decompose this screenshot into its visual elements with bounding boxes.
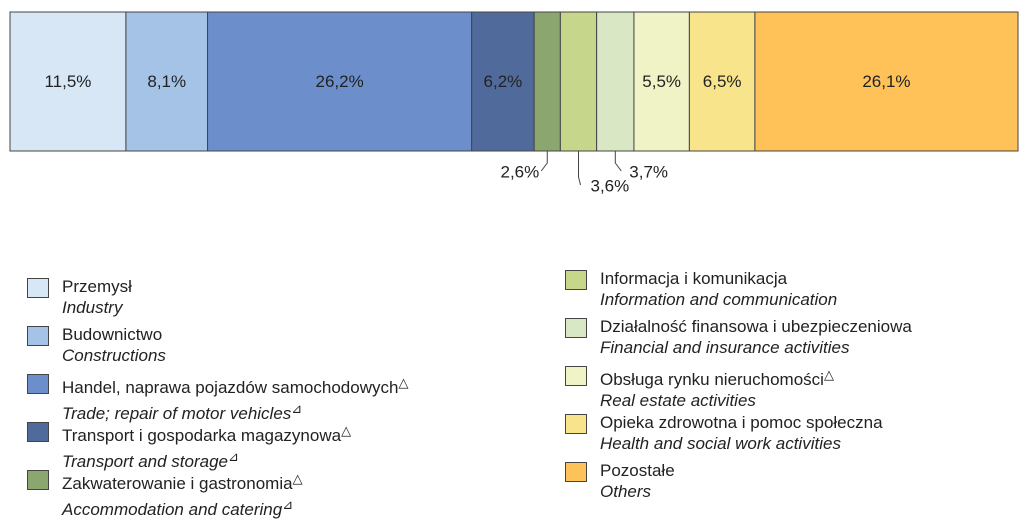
- value-label: 8,1%: [147, 72, 186, 91]
- legend-swatch: [27, 374, 49, 394]
- legend-name-pl: Transport i gospodarka magazynowa: [62, 426, 342, 445]
- legend-text: Opieka zdrowotna i pomoc społeczna Health…: [600, 412, 883, 454]
- legend-name-en: Trade; repair of motor vehicles⊿: [62, 398, 408, 424]
- legend-name: Transport i gospodarka magazynowa△: [62, 420, 351, 446]
- bar-segment: [754, 11, 1019, 152]
- value-label: 2,6%: [501, 162, 540, 181]
- value-label: 5,5%: [642, 72, 681, 91]
- legend-name: Opieka zdrowotna i pomoc społeczna: [600, 412, 883, 433]
- legend-swatch: [565, 366, 587, 386]
- legend-name-pl: Pozostałe: [600, 461, 675, 480]
- legend-name-en: Information and communication: [600, 289, 837, 310]
- value-label: 26,1%: [862, 72, 910, 91]
- legend-name-en: Others: [600, 481, 675, 502]
- legend-name-en-text: Real estate activities: [600, 391, 756, 410]
- legend-name: Pozostałe: [600, 460, 675, 481]
- bar-segment: [596, 11, 635, 152]
- legend-mark: △: [398, 375, 409, 390]
- legend-mark-en: ⊿: [291, 401, 303, 416]
- legend-text: Działalność finansowa i ubezpieczeniowa F…: [600, 316, 912, 358]
- legend-name-en: Financial and insurance activities: [600, 337, 912, 358]
- legend-name-en-text: Accommodation and catering: [62, 500, 283, 519]
- value-label: 6,5%: [703, 72, 742, 91]
- legend-name-pl: Przemysł: [62, 277, 132, 296]
- bar-segment: [471, 11, 535, 152]
- legend-text: Handel, naprawa pojazdów samochodowych△ T…: [62, 372, 408, 424]
- legend-name: Przemysł: [62, 276, 132, 297]
- bar-segment: [207, 11, 473, 152]
- legend-text: Przemysł Industry: [62, 276, 132, 318]
- chart: 11,5% 8,1% 26,2% 6,2% 2,6% 3,6%3,7% 5,5% 6,5% 26…: [9, 11, 1019, 195]
- bar-segment: [688, 11, 756, 152]
- legend-name-en-text: Constructions: [62, 346, 166, 365]
- legend-name-en: Constructions: [62, 345, 166, 366]
- legend-name-pl: Budownictwo: [62, 325, 163, 344]
- bar-segment: [633, 11, 690, 152]
- legend-text: Pozostałe Others: [600, 460, 675, 502]
- legend-mark: △: [292, 471, 303, 486]
- value-label: 11,5%: [44, 72, 91, 91]
- legend-text: Informacja i komunikacja Information and …: [600, 268, 837, 310]
- bar-segment: [533, 11, 561, 152]
- legend-swatch: [565, 318, 587, 338]
- leader-line: [540, 151, 548, 172]
- legend-mark: △: [341, 423, 352, 438]
- value-label: 26,2%: [316, 72, 364, 91]
- legend-swatch: [27, 326, 49, 346]
- legend-name-en-text: Financial and insurance activities: [600, 338, 850, 357]
- legend-name: Zakwaterowanie i gastronomia△: [62, 468, 303, 494]
- legend-swatch: [565, 462, 587, 482]
- legend-swatch: [27, 422, 49, 442]
- legend-name-en-text: Transport and storage: [62, 452, 228, 471]
- legend-name-pl: Działalność finansowa i ubezpieczeniowa: [600, 317, 912, 336]
- value-label: 6,2%: [484, 72, 523, 91]
- bar-segment: [9, 11, 127, 152]
- bar-segment: [125, 11, 209, 152]
- legend-name-en-text: Information and communication: [600, 290, 838, 309]
- legend-name-pl: Obsługa rynku nieruchomości: [600, 370, 824, 389]
- legend-name-en: Health and social work activities: [600, 433, 883, 454]
- legend-name-pl: Opieka zdrowotna i pomoc społeczna: [600, 413, 883, 432]
- legend-name-pl: Informacja i komunikacja: [600, 269, 788, 288]
- legend-mark-en: ⊿: [282, 497, 294, 512]
- legend-text: Zakwaterowanie i gastronomia△ Accommodati…: [62, 468, 303, 520]
- legend-name: Informacja i komunikacja: [600, 268, 837, 289]
- legend-text: Transport i gospodarka magazynowa△ Transp…: [62, 420, 351, 472]
- legend-name: Obsługa rynku nieruchomości△: [600, 364, 834, 390]
- legend-name-en: Real estate activities: [600, 390, 834, 411]
- legend-name-pl: Handel, naprawa pojazdów samochodowych: [62, 378, 399, 397]
- legend-swatch: [565, 414, 587, 434]
- legend-text: Obsługa rynku nieruchomości△ Real estate …: [600, 364, 834, 411]
- legend-name-en: Industry: [62, 297, 132, 318]
- legend-swatch: [27, 470, 49, 490]
- leader-line: [614, 151, 622, 172]
- legend-name-en-text: Industry: [62, 298, 123, 317]
- legend-name: Handel, naprawa pojazdów samochodowych△: [62, 372, 408, 398]
- legend-name-en-text: Health and social work activities: [600, 434, 841, 453]
- legend-name: Działalność finansowa i ubezpieczeniowa: [600, 316, 912, 337]
- legend-name-en: Accommodation and catering⊿: [62, 494, 303, 520]
- value-label: 3,6%: [591, 176, 630, 195]
- legend-mark-en: ⊿: [228, 449, 239, 464]
- legend-name-pl: Zakwaterowanie i gastronomia: [62, 474, 293, 493]
- legend-name-en: Transport and storage⊿: [62, 446, 351, 472]
- legend-swatch: [565, 270, 587, 290]
- legend-name-en-text: Trade; repair of motor vehicles: [62, 404, 292, 423]
- legend-text: Budownictwo Constructions: [62, 324, 166, 366]
- legend-name-en-text: Others: [600, 482, 652, 501]
- legend-name: Budownictwo: [62, 324, 166, 345]
- leader-line: [578, 151, 581, 186]
- value-label: 3,7%: [629, 162, 668, 181]
- bar-segment: [559, 11, 598, 152]
- legend-mark: △: [823, 367, 834, 382]
- legend-swatch: [27, 278, 49, 298]
